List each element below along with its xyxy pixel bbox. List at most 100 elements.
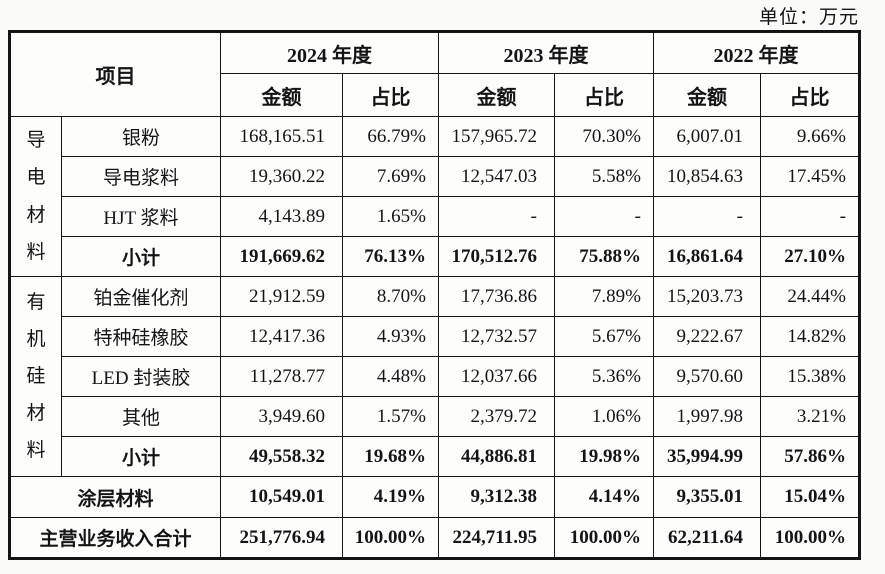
revenue-table: 项目 2024 年度 2023 年度 2022 年度 金额 占比 金额 占比 金… [8, 30, 861, 560]
amount-cell-2024: 12,417.36 [220, 316, 343, 357]
ratio-cell-2022: 27.10% [760, 236, 860, 277]
ratio-cell-2024: 1.57% [342, 396, 439, 437]
row-silver-powder: 导电材料 银粉 168,165.51 66.79% 157,965.72 70.… [9, 116, 860, 277]
ratio-cell-2023: 70.30% [554, 116, 654, 157]
ratio-cell-2023: 7.89% [554, 276, 654, 317]
amount-cell-2024: 4,143.89 [220, 196, 343, 237]
amount-cell-2023: 224,711.95 [438, 517, 555, 559]
amount-cell-2024: 168,165.51 [220, 116, 343, 157]
ratio-cell-2022: 57.86% [760, 436, 860, 477]
amount-cell-2024: 191,669.62 [220, 236, 343, 277]
amount-cell-2022: 15,203.73 [653, 276, 761, 317]
ratio-cell-2023: 5.67% [554, 316, 654, 357]
amount-cell-2022: 9,222.67 [653, 316, 761, 357]
item-cell: 铂金催化剂 [61, 276, 221, 317]
ratio-header-2023: 占比 [554, 73, 654, 117]
ratio-cell-2024: 19.68% [342, 436, 439, 477]
amount-cell-2023: 2,379.72 [438, 396, 555, 437]
row-other: 其他 3,949.60 1.57% 2,379.72 1.06% 1,997.9… [10, 396, 860, 437]
ratio-cell-2024: 8.70% [342, 276, 439, 317]
amount-cell-2023: - [438, 196, 555, 237]
amount-cell-2022: 16,861.64 [653, 236, 761, 277]
ratio-cell-2022: 9.66% [760, 116, 860, 157]
amount-cell-2023: 157,965.72 [438, 116, 555, 157]
ratio-cell-2023: 1.06% [554, 396, 654, 437]
ratio-cell-2023: - [554, 196, 654, 237]
ratio-cell-2023: 5.58% [554, 156, 654, 197]
amount-cell-2024: 19,360.22 [220, 156, 343, 197]
item-cell: LED 封装胶 [61, 356, 221, 397]
ratio-cell-2024: 4.19% [342, 476, 439, 518]
item-column-header: 项目 [9, 31, 221, 117]
amount-cell-2022: 9,355.01 [653, 476, 761, 518]
ratio-cell-2024: 66.79% [342, 116, 439, 157]
item-cell: 导电浆料 [61, 156, 221, 197]
amount-header-2022: 金额 [653, 73, 761, 117]
item-cell: 小计 [61, 236, 221, 277]
amount-cell-2023: 9,312.38 [438, 476, 555, 518]
item-cell: 特种硅橡胶 [61, 316, 221, 357]
year-header-2022: 2022 年度 [653, 31, 860, 74]
ratio-cell-2024: 4.48% [342, 356, 439, 397]
row-hjt-paste: HJT 浆料 4,143.89 1.65% - - - - [10, 196, 860, 237]
amount-cell-2024: 10,549.01 [220, 476, 343, 518]
header-row-sub: 金额 占比 金额 占比 金额 占比 [10, 73, 860, 117]
ratio-cell-2022: 15.04% [760, 476, 860, 518]
amount-cell-2023: 12,037.66 [438, 356, 555, 397]
item-cell: 主营业务收入合计 [9, 517, 221, 559]
ratio-cell-2022: 3.21% [760, 396, 860, 437]
amount-cell-2024: 251,776.94 [220, 517, 343, 559]
ratio-cell-2023: 75.88% [554, 236, 654, 277]
header-row-years: 项目 2024 年度 2023 年度 2022 年度 [9, 31, 860, 117]
ratio-cell-2023: 5.36% [554, 356, 654, 397]
amount-cell-2023: 170,512.76 [438, 236, 555, 277]
row-silicone-subtotal: 小计 49,558.32 19.68% 44,886.81 19.98% 35,… [10, 436, 860, 477]
ratio-cell-2022: 17.45% [760, 156, 860, 197]
item-cell: 其他 [61, 396, 221, 437]
amount-cell-2023: 12,547.03 [438, 156, 555, 197]
amount-cell-2022: 9,570.60 [653, 356, 761, 397]
row-special-silicone-rubber: 特种硅橡胶 12,417.36 4.93% 12,732.57 5.67% 9,… [10, 316, 860, 357]
row-conductive-paste: 导电浆料 19,360.22 7.69% 12,547.03 5.58% 10,… [10, 156, 860, 197]
item-cell: 小计 [61, 436, 221, 477]
ratio-cell-2024: 1.65% [342, 196, 439, 237]
amount-cell-2022: 10,854.63 [653, 156, 761, 197]
ratio-cell-2024: 4.93% [342, 316, 439, 357]
amount-cell-2022: 1,997.98 [653, 396, 761, 437]
ratio-cell-2024: 76.13% [342, 236, 439, 277]
amount-cell-2023: 44,886.81 [438, 436, 555, 477]
row-total-revenue: 主营业务收入合计 251,776.94 100.00% 224,711.95 1… [9, 517, 860, 559]
ratio-cell-2022: - [760, 196, 860, 237]
amount-cell-2022: - [653, 196, 761, 237]
amount-cell-2023: 12,732.57 [438, 316, 555, 357]
ratio-cell-2024: 100.00% [342, 517, 439, 559]
amount-cell-2022: 62,211.64 [653, 517, 761, 559]
row-conductive-subtotal: 小计 191,669.62 76.13% 170,512.76 75.88% 1… [10, 236, 860, 277]
ratio-cell-2022: 15.38% [760, 356, 860, 397]
amount-cell-2024: 49,558.32 [220, 436, 343, 477]
amount-header-2024: 金额 [220, 73, 343, 117]
ratio-cell-2022: 100.00% [760, 517, 860, 559]
ratio-header-2022: 占比 [760, 73, 860, 117]
amount-cell-2022: 35,994.99 [653, 436, 761, 477]
ratio-cell-2022: 24.44% [760, 276, 860, 317]
year-header-2024: 2024 年度 [220, 31, 439, 74]
group-label-conductive-materials: 导电材料 [9, 116, 62, 277]
ratio-cell-2023: 19.98% [554, 436, 654, 477]
item-cell: 银粉 [61, 116, 221, 157]
amount-cell-2023: 17,736.86 [438, 276, 555, 317]
item-cell: 涂层材料 [9, 476, 221, 518]
row-led-encapsulant: LED 封装胶 11,278.77 4.48% 12,037.66 5.36% … [10, 356, 860, 397]
item-cell: HJT 浆料 [61, 196, 221, 237]
amount-cell-2024: 21,912.59 [220, 276, 343, 317]
amount-cell-2022: 6,007.01 [653, 116, 761, 157]
ratio-cell-2024: 7.69% [342, 156, 439, 197]
row-coating-materials: 涂层材料 10,549.01 4.19% 9,312.38 4.14% 9,35… [9, 476, 860, 518]
amount-header-2023: 金额 [438, 73, 555, 117]
ratio-header-2024: 占比 [342, 73, 439, 117]
amount-cell-2024: 11,278.77 [220, 356, 343, 397]
amount-cell-2024: 3,949.60 [220, 396, 343, 437]
row-platinum-catalyst: 有机硅材料 铂金催化剂 21,912.59 8.70% 17,736.86 7.… [9, 276, 860, 477]
ratio-cell-2022: 14.82% [760, 316, 860, 357]
